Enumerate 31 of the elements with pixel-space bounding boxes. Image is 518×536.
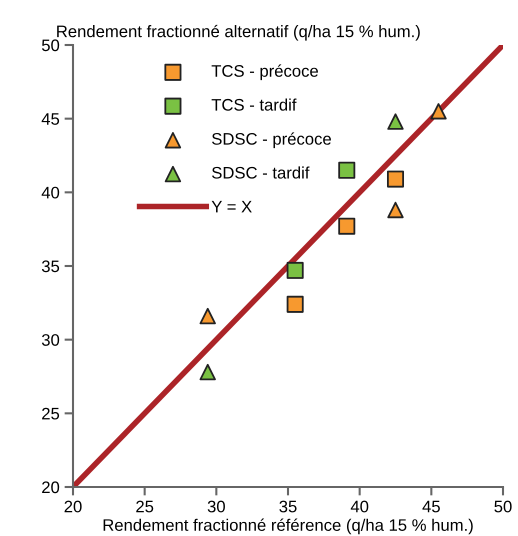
legend-label: Y = X [212,200,252,212]
x-tick-label: 20 [64,500,82,512]
y-tick-label: 25 [42,408,60,420]
y-tick-label: 45 [42,113,60,125]
y-tick-label: 40 [42,186,60,199]
point [430,103,447,120]
point [200,308,216,324]
y-tick-label: 35 [42,260,60,272]
legend-label: TCS - tardif [212,98,296,111]
point [286,262,304,279]
y-tick-label: 50 [42,39,60,52]
x-tick-label: 25 [136,500,154,512]
point [387,113,404,130]
legend-label: SDSC - précoce [212,132,331,148]
point [338,218,356,235]
point [386,170,404,188]
y-tick-label: 30 [42,334,60,346]
x-tick-label: 45 [422,500,440,512]
x-tick-label: 40 [350,500,368,512]
x-tick-label: 50 [494,500,512,512]
y-axis-title: Rendement fractionné alternatif (q/ha 15 % hum.) [57,24,420,41]
x-tick-label: 35 [279,500,297,512]
y-tick-label: 20 [42,481,60,494]
x-tick-label: 30 [208,500,225,512]
legend-label: SDSC - tardif [212,166,310,179]
point [286,296,304,313]
legend-label: TCS - précoce [212,64,318,80]
point [387,202,404,218]
point [338,162,356,179]
x-axis-title: Rendement fractionné référence (q/ha 15 % hum.) [104,518,473,534]
point [200,364,216,380]
